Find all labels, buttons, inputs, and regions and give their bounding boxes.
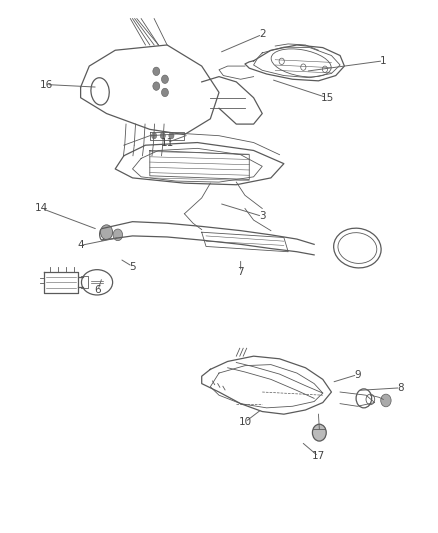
Text: 2: 2 — [259, 29, 265, 39]
Text: 16: 16 — [39, 79, 53, 90]
Text: 6: 6 — [95, 285, 101, 295]
Circle shape — [162, 75, 168, 84]
Text: 3: 3 — [259, 212, 265, 221]
Text: 7: 7 — [237, 267, 244, 277]
Circle shape — [162, 88, 168, 96]
Circle shape — [113, 229, 123, 241]
Text: 14: 14 — [35, 204, 48, 214]
Text: 10: 10 — [238, 417, 251, 427]
Circle shape — [160, 133, 166, 139]
Text: 15: 15 — [321, 93, 334, 103]
Circle shape — [169, 133, 174, 139]
Circle shape — [153, 67, 160, 76]
Text: 5: 5 — [129, 262, 136, 271]
Circle shape — [381, 394, 391, 407]
Text: 8: 8 — [397, 383, 404, 393]
Text: 11: 11 — [160, 138, 174, 148]
Circle shape — [153, 82, 160, 90]
Circle shape — [100, 225, 113, 240]
Text: 17: 17 — [312, 451, 325, 462]
Text: 1: 1 — [380, 56, 387, 66]
Circle shape — [312, 424, 326, 441]
Circle shape — [152, 133, 157, 139]
Text: 4: 4 — [77, 240, 84, 251]
Text: 9: 9 — [354, 369, 361, 379]
